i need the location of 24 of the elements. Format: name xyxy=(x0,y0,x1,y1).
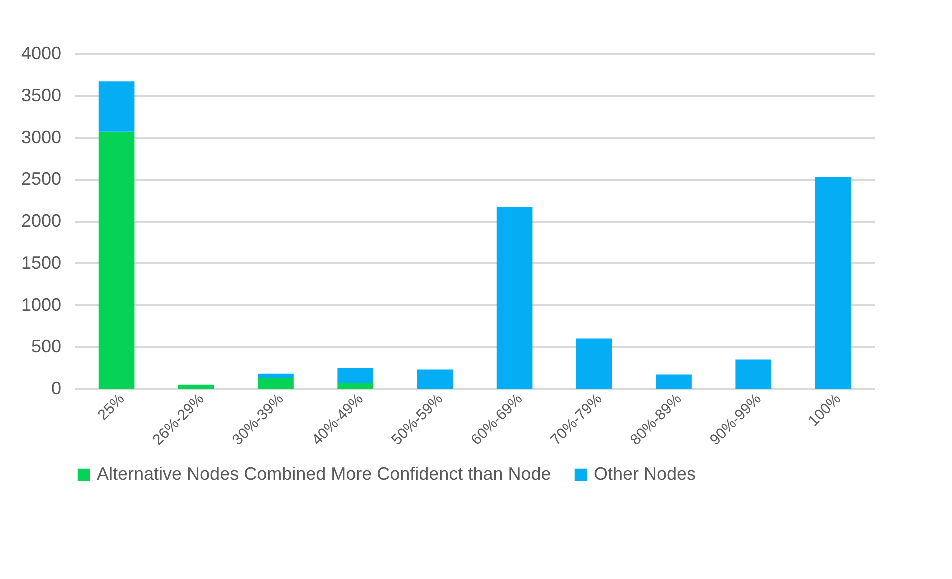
bar xyxy=(815,177,852,389)
legend-label: Alternative Nodes Combined More Confidenct than Node xyxy=(97,464,552,484)
y-tick-label: 4000 xyxy=(21,44,62,64)
bar xyxy=(178,384,214,389)
y-tick-label: 3500 xyxy=(21,85,62,106)
bar xyxy=(417,370,454,389)
bar xyxy=(338,368,374,384)
y-tick-label: 2500 xyxy=(21,169,62,190)
bar xyxy=(98,132,135,389)
y-tick-label: 1000 xyxy=(21,294,62,315)
bar xyxy=(258,378,294,389)
legend-label: Other Nodes xyxy=(594,464,696,484)
y-tick-label: 500 xyxy=(31,336,62,357)
bar xyxy=(496,207,533,389)
bar xyxy=(98,82,135,132)
bar xyxy=(656,374,692,389)
bar xyxy=(736,360,772,389)
bar xyxy=(258,374,294,378)
y-tick-label: 1500 xyxy=(21,252,62,273)
y-tick-label: 2000 xyxy=(21,211,62,231)
bar xyxy=(576,338,612,389)
y-tick-label: 0 xyxy=(51,378,62,398)
bar xyxy=(338,383,374,389)
y-tick-label: 3000 xyxy=(21,127,62,148)
